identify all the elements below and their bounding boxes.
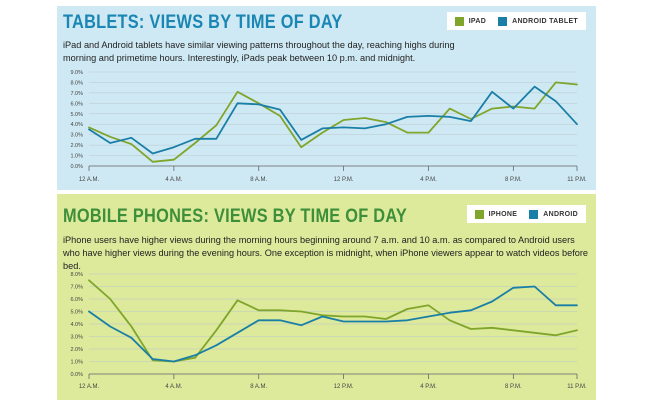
- tablets-legend: IPAD ANDROID TABLET: [446, 12, 586, 30]
- tablets-chart-title: TABLETS: VIEWS BY TIME OF DAY: [63, 12, 343, 33]
- y-tick-label: 5.0%: [70, 112, 83, 118]
- legend-label-iphone: IPHONE: [488, 210, 518, 218]
- legend-swatch-android-tablet: [498, 16, 508, 26]
- phones-chart-title: MOBILE PHONES: VIEWS BY TIME OF DAY: [63, 206, 408, 227]
- y-tick-label: 9.0%: [70, 70, 83, 76]
- x-tick-label: 12 A.M.: [79, 384, 100, 390]
- series-line-android-tablet: [88, 85, 578, 155]
- y-tick-label: 6.0%: [70, 297, 83, 303]
- y-tick-label: 2.0%: [70, 347, 83, 353]
- legend-item-ipad: IPAD: [454, 16, 487, 26]
- y-tick-label: 3.0%: [70, 133, 83, 139]
- y-tick-label: 1.0%: [70, 360, 83, 366]
- x-tick-label: 4 A.M.: [165, 384, 182, 390]
- x-tick-label: 12 P.M.: [334, 384, 354, 390]
- x-tick-label: 4 A.M.: [165, 177, 182, 183]
- y-tick-label: 8.0%: [70, 272, 83, 278]
- x-tick-label: 4 P.M.: [420, 177, 437, 183]
- series-line-ipad: [88, 81, 578, 163]
- legend-label-ipad: IPAD: [468, 17, 487, 25]
- y-tick-label: 4.0%: [70, 122, 83, 128]
- y-tick-label: 4.0%: [70, 322, 83, 328]
- x-tick-label: 12 A.M.: [79, 177, 100, 183]
- legend-swatch-android: [529, 209, 539, 219]
- mobile-phones-panel: MOBILE PHONES: VIEWS BY TIME OF DAY iPho…: [57, 194, 596, 400]
- legend-swatch-ipad: [454, 16, 464, 26]
- y-tick-label: 6.0%: [70, 101, 83, 107]
- legend-item-iphone: IPHONE: [474, 209, 518, 219]
- y-tick-label: 5.0%: [70, 310, 83, 316]
- x-tick-label: 8 A.M.: [250, 177, 267, 183]
- x-tick-label: 12 P.M.: [334, 177, 354, 183]
- y-tick-label: 2.0%: [70, 143, 83, 149]
- y-tick-label: 3.0%: [70, 335, 83, 341]
- phones-chart-description: iPhone users have higher views during th…: [63, 235, 589, 271]
- tablets-line-chart: 0.0% 1.0% 2.0% 3.0% 4.0% 5.0% 6.0% 7.0% 8.0% 9.0%…: [70, 70, 587, 183]
- x-tick-label: 8 A.M.: [250, 384, 267, 390]
- legend-item-android-tablet: ANDROID TABLET: [498, 16, 578, 26]
- y-tick-label: 7.0%: [70, 285, 83, 291]
- x-tick-label: 11 P.M.: [567, 177, 587, 183]
- phones-legend: IPHONE ANDROID: [466, 205, 586, 223]
- x-tick-label: 8 P.M.: [505, 177, 522, 183]
- y-tick-label: 1.0%: [70, 154, 83, 160]
- series-line-iphone: [88, 279, 578, 363]
- y-tick-label: 0.0%: [70, 372, 83, 378]
- legend-swatch-iphone: [474, 209, 484, 219]
- x-tick-label: 11 P.M.: [567, 384, 587, 390]
- legend-label-android: ANDROID: [543, 210, 578, 218]
- y-tick-label: 7.0%: [70, 91, 83, 97]
- x-tick-label: 4 P.M.: [420, 384, 437, 390]
- series-line-android: [88, 285, 578, 363]
- legend-label-android-tablet: ANDROID TABLET: [512, 17, 578, 25]
- x-tick-label: 8 P.M.: [505, 384, 522, 390]
- phones-line-chart: 0.0% 1.0% 2.0% 3.0% 4.0% 5.0% 6.0% 7.0% 8.0% 12 A…: [70, 272, 587, 390]
- tablets-chart-description: iPad and Android tablets have similar vi…: [63, 40, 455, 63]
- tablets-panel: TABLETS: VIEWS BY TIME OF DAY iPad and A…: [57, 6, 596, 190]
- y-tick-label: 8.0%: [70, 80, 83, 86]
- y-tick-label: 0.0%: [70, 164, 83, 170]
- legend-item-android: ANDROID: [529, 209, 578, 219]
